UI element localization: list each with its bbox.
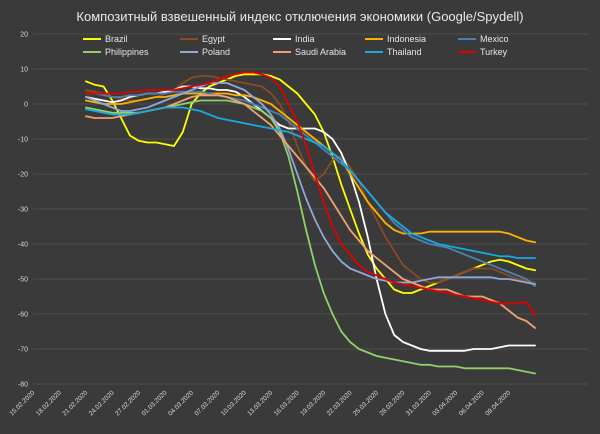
y-tick-label: 10 xyxy=(20,67,28,74)
y-tick-label: -70 xyxy=(18,347,28,354)
y-tick-label: -50 xyxy=(18,277,28,284)
y-tick-label: -20 xyxy=(18,172,28,179)
y-axis-ticks: 20 10 0 -10 -20 -30 -40 -50 -60 -70 -80 xyxy=(18,32,28,389)
series-line-egypt xyxy=(85,75,536,284)
series-line-thailand xyxy=(85,106,536,259)
legend-label: Philippines xyxy=(105,47,149,57)
legend-label: Egypt xyxy=(202,34,226,44)
legend-label: Indonesia xyxy=(387,34,426,44)
y-tick-label: -80 xyxy=(18,382,28,389)
legend-label: Turkey xyxy=(480,47,508,57)
legend-label: Thailand xyxy=(387,47,422,57)
y-tick-label: -60 xyxy=(18,312,28,319)
legend-label: Saudi Arabia xyxy=(295,47,346,57)
y-tick-label: 0 xyxy=(24,102,28,109)
series-line-turkey xyxy=(85,71,536,317)
series-lines xyxy=(85,71,536,375)
y-tick-label: -30 xyxy=(18,207,28,214)
y-tick-label: -40 xyxy=(18,242,28,249)
series-line-mexico xyxy=(85,90,536,287)
legend-label: Brazil xyxy=(105,34,128,44)
y-tick-label: -10 xyxy=(18,137,28,144)
chart-title: Композитный взвешенный индекс отключения… xyxy=(76,9,523,24)
series-line-poland xyxy=(85,82,536,286)
series-line-indonesia xyxy=(85,92,536,244)
legend-label: Mexico xyxy=(480,34,509,44)
legend-label: India xyxy=(295,34,315,44)
legend-label: Poland xyxy=(202,47,230,57)
y-tick-label: 20 xyxy=(20,32,28,39)
legend: Brazil Egypt India Indonesia Mexico Philippin… xyxy=(83,34,509,57)
